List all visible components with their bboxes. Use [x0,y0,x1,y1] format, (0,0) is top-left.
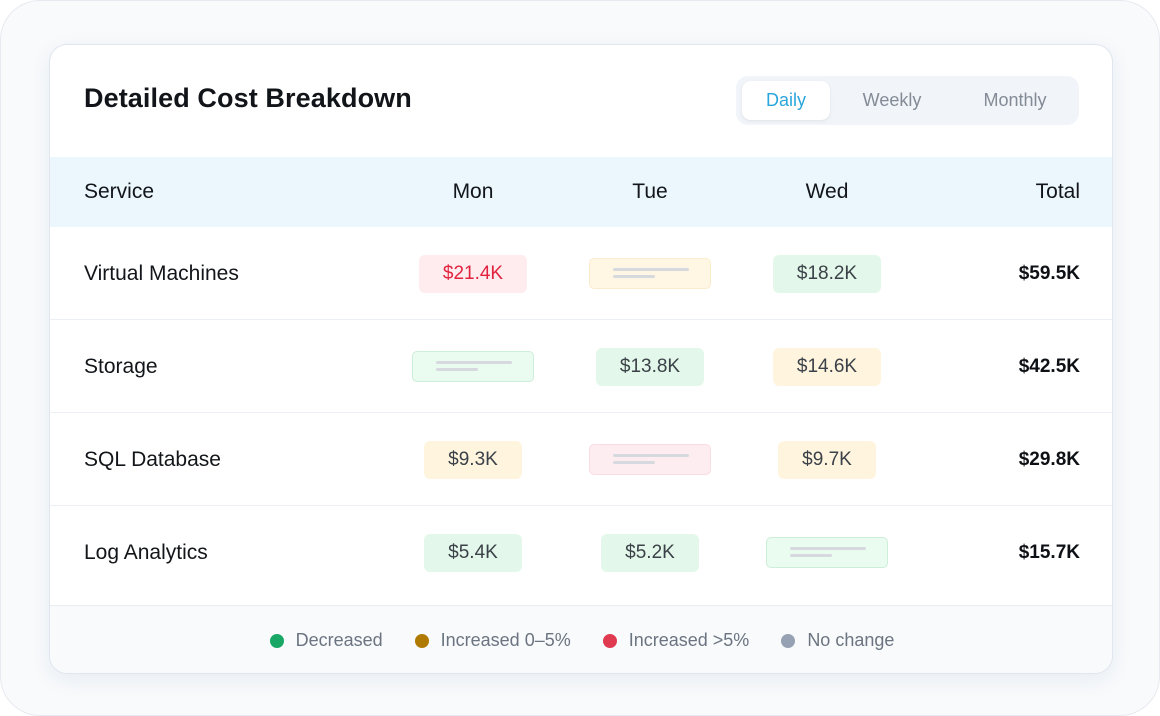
cost-pill: $21.4K [418,254,528,293]
increased-small-dot-icon [414,633,429,648]
cell-tue: $5.2K [550,506,750,599]
no-change-dot-icon [781,633,796,648]
card-title: Detailed Cost Breakdown [84,83,412,113]
loading-placeholder [589,444,711,475]
period-daily-button[interactable]: Daily [742,81,830,120]
cost-pill: $18.2K [772,254,882,293]
loading-placeholder [766,537,888,568]
cell-wed [727,506,927,599]
increased-large-dot-icon [602,633,617,648]
cell-mon: $21.4K [373,227,573,320]
cost-pill: $9.7K [778,440,876,479]
decreased-dot-icon [269,633,284,648]
legend-label: Increased >5% [628,630,750,650]
cost-breakdown-card: Detailed Cost Breakdown Daily Weekly Mon… [49,44,1113,674]
legend: Decreased Increased 0–5% Increased >5% N… [50,605,1112,673]
cell-wed: $9.7K [727,413,927,506]
cell-tue [550,227,750,320]
cell-wed: $18.2K [727,227,927,320]
cell-wed: $14.6K [727,320,927,413]
period-monthly-button[interactable]: Monthly [983,90,1047,110]
cost-pill: $5.4K [424,533,522,572]
row-total: $29.8K [1018,448,1080,470]
row-total: $42.5K [1018,355,1080,377]
cell-tue [550,413,750,506]
service-name: SQL Database [84,447,221,471]
cost-pill: $14.6K [772,347,882,386]
cell-mon: $9.3K [373,413,573,506]
table-header: Service Mon Tue Wed Total [50,157,1112,227]
header-mon: Mon [452,180,494,203]
service-name: Virtual Machines [84,261,239,285]
loading-placeholder [412,351,534,382]
table-row: SQL Database $9.3K $9.7K $29.8K [50,413,1112,506]
cost-pill: $13.8K [595,347,705,386]
period-weekly-button[interactable]: Weekly [862,90,922,110]
legend-item-increased-large: Increased >5% [602,630,750,651]
header-wed: Wed [805,180,849,203]
legend-label: No change [807,630,895,650]
cost-pill: $9.3K [424,440,522,479]
service-name: Storage [84,354,158,378]
period-toggle: Daily Weekly Monthly [736,76,1079,125]
table-row: Log Analytics $5.4K $5.2K $15.7K [50,506,1112,599]
legend-item-no-change: No change [781,630,894,651]
legend-item-decreased: Decreased [269,630,383,651]
table-row: Virtual Machines $21.4K $18.2K $59.5K [50,227,1112,320]
row-total: $15.7K [1018,541,1080,563]
service-name: Log Analytics [84,540,208,564]
legend-label: Decreased [295,630,383,650]
table-row: Storage $13.8K $14.6K $42.5K [50,320,1112,413]
loading-placeholder [589,258,711,289]
legend-label: Increased 0–5% [440,630,571,650]
cell-mon [373,320,573,413]
row-total: $59.5K [1018,262,1080,284]
legend-item-increased-small: Increased 0–5% [414,630,571,651]
cell-tue: $13.8K [550,320,750,413]
header-total: Total [1035,180,1080,203]
header-service: Service [84,180,155,203]
cost-pill: $5.2K [601,533,699,572]
header-tue: Tue [632,180,668,203]
cell-mon: $5.4K [373,506,573,599]
